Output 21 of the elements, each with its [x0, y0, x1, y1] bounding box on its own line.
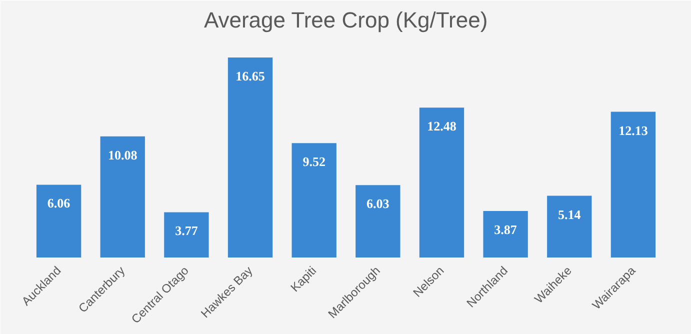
data-label: 16.65 [236, 68, 266, 84]
bar [547, 196, 592, 258]
bar [100, 136, 145, 258]
bar [483, 211, 528, 258]
data-label: 6.03 [366, 196, 390, 212]
bar [164, 212, 209, 258]
data-label: 3.87 [494, 222, 518, 238]
bar [228, 58, 273, 258]
data-label: 5.14 [558, 206, 582, 222]
bar [610, 112, 656, 258]
bar [36, 184, 82, 258]
data-label: 10.08 [108, 147, 138, 162]
bar [356, 185, 400, 258]
data-label: 3.77 [175, 223, 198, 238]
data-label: 12.48 [427, 118, 457, 134]
data-label: 6.06 [47, 196, 71, 211]
data-label: 9.52 [302, 154, 326, 170]
bar [419, 108, 464, 258]
chart-title: Average Tree Crop (Kg/Tree) [204, 8, 488, 32]
bar [292, 143, 336, 258]
data-label: 12.13 [618, 122, 648, 138]
